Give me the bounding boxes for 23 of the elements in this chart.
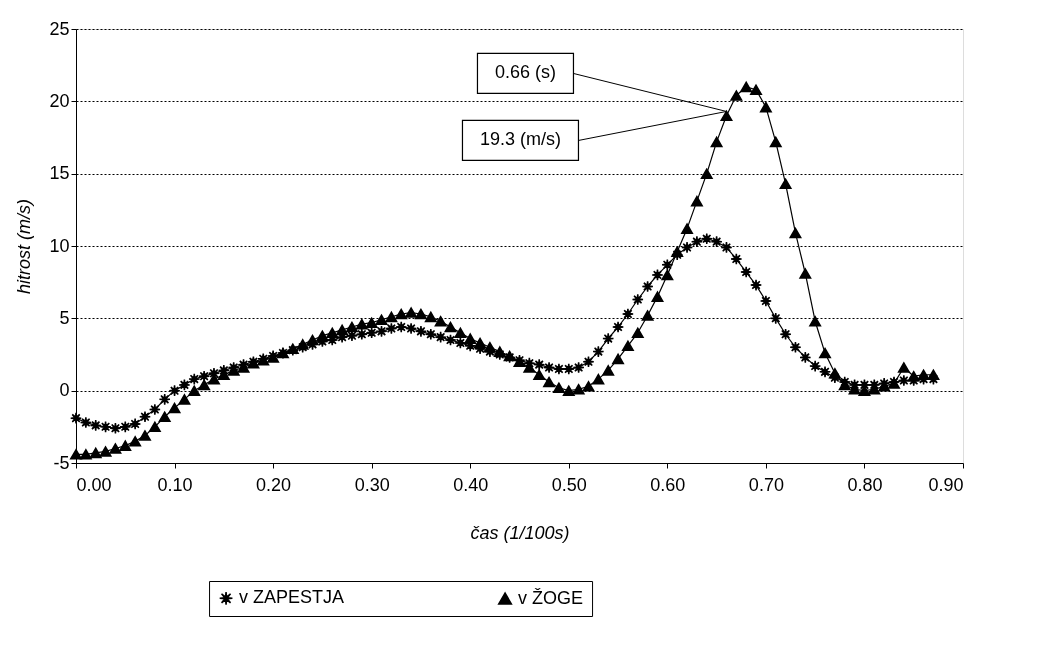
x-tick-label: 0.90 bbox=[928, 474, 964, 495]
y-tick-label: 10 bbox=[49, 235, 70, 256]
x-tick-label: 0.70 bbox=[748, 474, 784, 495]
x-tick-label: 0.20 bbox=[256, 474, 292, 495]
x-tick-label: 0.00 bbox=[76, 474, 112, 495]
y-tick-label: 25 bbox=[49, 18, 70, 39]
annotation: 0.66 (s) bbox=[494, 62, 556, 83]
x-tick-label: 0.80 bbox=[847, 474, 883, 495]
legend-label: v ŽOGE bbox=[518, 587, 584, 608]
x-tick-label: 0.40 bbox=[453, 474, 489, 495]
legend-label: v ZAPESTJA bbox=[239, 587, 345, 608]
x-tick-label: 0.50 bbox=[551, 474, 587, 495]
y-tick-label: 0 bbox=[59, 380, 70, 401]
y-tick-label: -5 bbox=[53, 452, 70, 473]
x-tick-label: 0.10 bbox=[157, 474, 193, 495]
x-axis-title: čas (1/100s) bbox=[470, 522, 570, 543]
y-tick-label: 5 bbox=[59, 307, 70, 328]
x-tick-label: 0.30 bbox=[354, 474, 390, 495]
x-tick-label: 0.60 bbox=[650, 474, 686, 495]
annotation: 19.3 (m/s) bbox=[479, 129, 561, 150]
y-tick-label: 20 bbox=[49, 90, 70, 111]
y-axis-title: hitrost (m/s) bbox=[14, 198, 35, 295]
y-tick-label: 15 bbox=[49, 163, 70, 184]
